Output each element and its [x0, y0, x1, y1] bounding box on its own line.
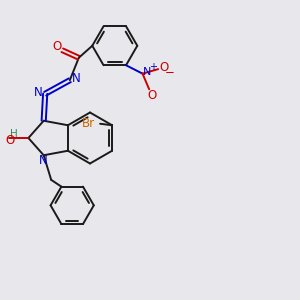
Text: O: O — [147, 89, 156, 102]
Text: +: + — [149, 62, 157, 72]
Text: O: O — [160, 61, 169, 74]
Text: H: H — [10, 129, 18, 140]
Text: N: N — [39, 154, 48, 167]
Text: −: − — [165, 66, 175, 79]
Text: N: N — [72, 72, 81, 85]
Text: O: O — [52, 40, 62, 53]
Text: N: N — [143, 67, 152, 76]
Text: Br: Br — [82, 117, 95, 130]
Text: N: N — [34, 86, 43, 99]
Text: O: O — [5, 134, 14, 147]
